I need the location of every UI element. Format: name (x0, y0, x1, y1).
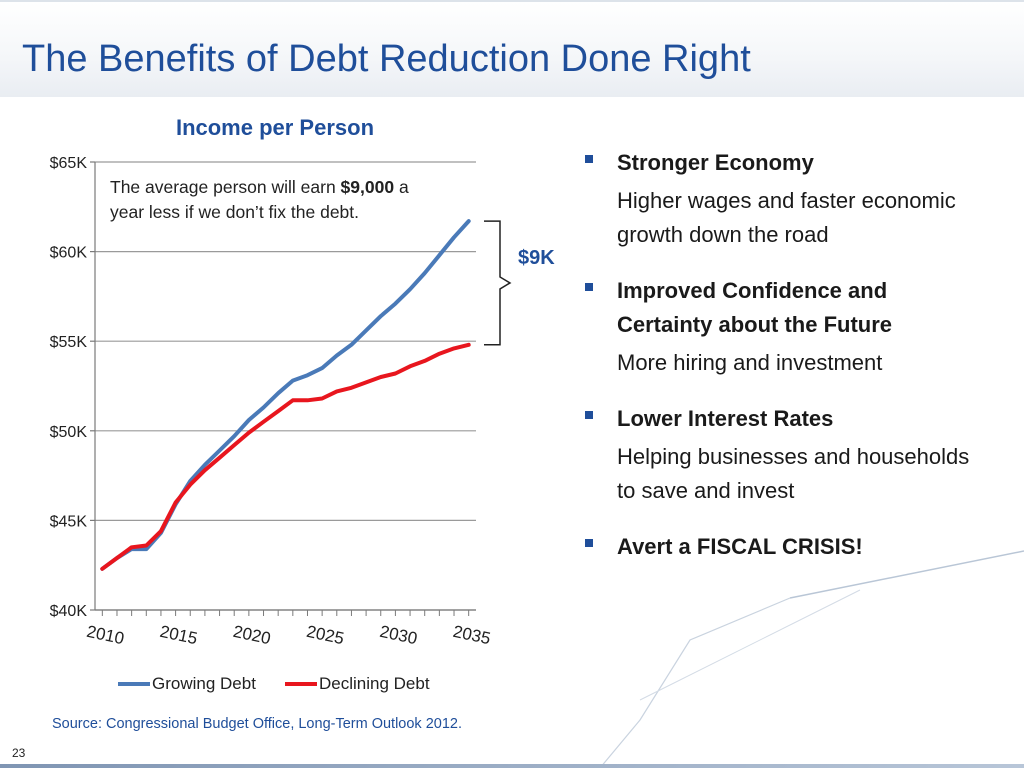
x-tick-label: 2020 (231, 622, 272, 648)
bullet-heading: Stronger Economy (617, 150, 814, 175)
slide-title: The Benefits of Debt Reduction Done Righ… (22, 38, 751, 80)
bullet-body: More hiring and investment (617, 350, 883, 375)
gap-bracket (484, 220, 512, 346)
page-number: 23 (12, 746, 26, 760)
annotation-text-before: The average person will earn (110, 177, 341, 197)
header-band (0, 0, 1024, 97)
y-tick-label: $60K (50, 245, 88, 262)
legend-swatch-declining-debt (285, 682, 317, 686)
series-line-0 (100, 219, 471, 571)
bullet-square-icon (585, 155, 593, 163)
bullet-heading: Avert a FISCAL CRISIS! (617, 534, 863, 559)
legend-label-declining-debt: Declining Debt (319, 674, 430, 693)
bullet-body: Helping businesses and households to sav… (617, 444, 970, 503)
source-note: Source: Congressional Budget Office, Lon… (52, 716, 462, 732)
bullet-improved-confidence: Improved Confidence and Certainty about … (585, 274, 985, 380)
y-tick-label: $50K (50, 424, 88, 441)
legend-item-growing-debt: Growing Debt (118, 674, 256, 694)
bullet-square-icon (585, 411, 593, 419)
series-line-1 (100, 342, 471, 571)
bullet-stronger-economy: Stronger Economy Higher wages and faster… (585, 146, 985, 252)
y-tick-label: $65K (50, 155, 88, 172)
legend-label-growing-debt: Growing Debt (152, 674, 256, 693)
y-tick-label: $45K (50, 513, 88, 530)
chart-title: Income per Person (175, 115, 375, 140)
bullet-heading: Lower Interest Rates (617, 406, 834, 431)
annotation-highlight: $9,000 (340, 177, 395, 197)
x-tick-label: 2010 (85, 622, 126, 648)
bullet-avert-fiscal-crisis: Avert a FISCAL CRISIS! (585, 530, 985, 564)
x-tick-label: 2035 (451, 622, 492, 648)
chart-annotation: The average person will earn $9,000 a ye… (110, 175, 410, 225)
bullet-square-icon (585, 283, 593, 291)
x-tick-label: 2030 (378, 622, 419, 648)
footer-rule (0, 764, 1024, 768)
legend-item-declining-debt: Declining Debt (285, 674, 430, 694)
bullet-lower-interest-rates: Lower Interest Rates Helping businesses … (585, 402, 985, 508)
y-tick-label: $55K (50, 334, 88, 351)
bullet-heading: Improved Confidence and Certainty about … (617, 278, 893, 337)
bullet-square-icon (585, 539, 593, 547)
x-tick-label: 2025 (305, 622, 346, 648)
bullet-body: Higher wages and faster economic growth … (617, 188, 956, 247)
y-tick-label: $40K (50, 603, 88, 620)
legend-swatch-growing-debt (118, 682, 150, 686)
x-tick-label: 2015 (158, 622, 199, 648)
annotation-text-after: a year less if we don’t fix the debt. (110, 177, 409, 222)
gap-label: $9K (518, 247, 555, 269)
benefits-list: Stronger Economy Higher wages and faster… (585, 146, 985, 586)
